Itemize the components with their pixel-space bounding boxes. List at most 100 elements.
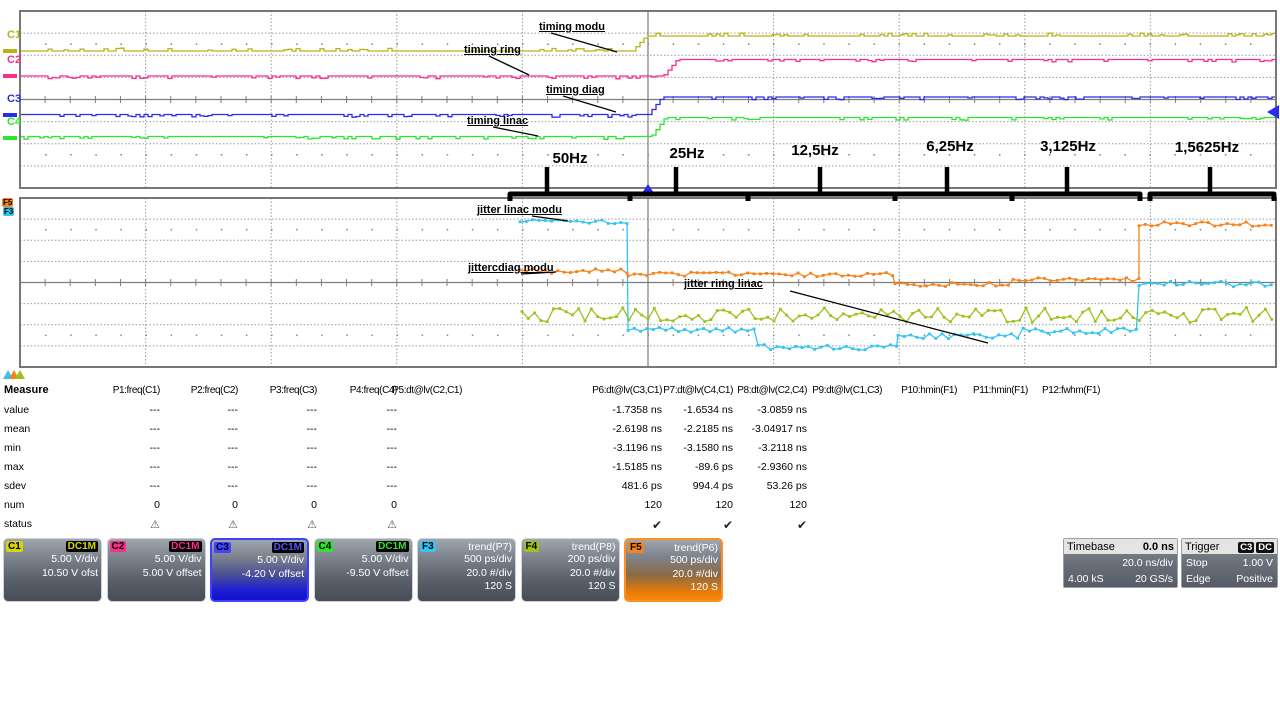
trigger-time-marker[interactable]: [642, 184, 654, 193]
descriptor-line-c1-1: 10.50 V ofst: [41, 566, 98, 579]
measure-header-p5[interactable]: P5:dt@lv(C2,C1): [392, 385, 462, 396]
timebase-scale: 20.0 ns/div: [1122, 557, 1173, 569]
measure-cell-p6-max: -1.5185 ns: [612, 461, 662, 473]
freq-bracket-2: [745, 167, 898, 201]
measure-header-p1[interactable]: P1:freq(C1): [112, 385, 161, 396]
measure-cell-p1-num: 0: [154, 499, 160, 511]
leader-timing-linac: [492, 126, 539, 137]
measure-header-p3[interactable]: P3:freq(C3): [269, 385, 318, 396]
descriptor-line-c2-0: 5.00 V/div: [154, 553, 202, 565]
channel-label-c3[interactable]: C3: [7, 93, 22, 105]
annotation-timing-ring: timing ring: [464, 44, 521, 56]
descriptor-box-f5[interactable]: F5 trend(P6) 500 ps/div 20.0 #/div 120 S: [624, 538, 723, 602]
trace-c1: [21, 32, 1275, 52]
trigger-panel[interactable]: Trigger C3 DC Stop 1.00 V Edge Positive: [1181, 538, 1278, 588]
descriptor-line-f3-1: 20.0 #/div: [466, 566, 512, 579]
descriptor-box-c3[interactable]: C3 DC1M 5.00 V/div -4.20 V offset: [210, 538, 309, 602]
descriptor-line-f3-2: 120 S: [484, 580, 512, 592]
measure-cell-p1-min: ---: [149, 442, 161, 454]
descriptor-line-f5-1: 20.0 #/div: [672, 567, 718, 580]
annotation-timing-diag: timing diag: [546, 84, 605, 96]
annotation-jitter-rimg-linac: jitter rimg linac: [684, 278, 763, 290]
measure-cell-p3-status: ⚠: [177, 518, 317, 531]
coupling-badge-c1: DC1M: [65, 541, 98, 552]
channel-label-c1[interactable]: C1: [7, 29, 22, 41]
trigger-title: Trigger: [1185, 540, 1220, 553]
leader-timing-ring: [488, 55, 530, 76]
descriptor-line-f3-0: 500 ps/div: [464, 553, 512, 565]
descriptor-line-c4-1: -9.50 V offset: [346, 566, 409, 579]
freq-bracket-0: [507, 167, 633, 201]
timebase-title: Timebase: [1067, 540, 1115, 553]
annotation-timing-linac: timing linac: [467, 115, 529, 127]
measure-cell-p3-value: ---: [306, 404, 318, 416]
measure-header-p2[interactable]: P2:freq(C2): [190, 385, 239, 396]
measure-row-label-status: status: [4, 518, 33, 530]
trigger-source-badge: C3: [1238, 541, 1255, 553]
measure-row-label-mean: mean: [4, 423, 31, 435]
trace-c2: [21, 58, 1275, 80]
trigger-mode: Stop: [1186, 557, 1208, 569]
leader-jittercdiag-modu: [520, 271, 557, 275]
measure-cell-p2-value: ---: [227, 404, 239, 416]
leader-jitter-linac-modu: [531, 215, 569, 222]
measure-cell-p2-num: 0: [232, 499, 238, 511]
trigger-level-marker[interactable]: [1267, 105, 1279, 119]
measure-cell-p7-num: 120: [715, 499, 733, 511]
channel-label-c2[interactable]: C2: [7, 54, 22, 66]
measure-cell-p8-mean: -3.04917 ns: [751, 423, 807, 435]
measure-header-p10[interactable]: P10:hmin(F1): [901, 385, 957, 396]
channel-badge-f4: F4: [523, 541, 540, 552]
measure-cell-p6-sdev: 481.6 ps: [621, 480, 662, 492]
measure-row-label-min: min: [4, 442, 21, 454]
measure-header-p11[interactable]: P11:hmin(F1): [972, 385, 1028, 396]
waveform-display: [3, 10, 1279, 379]
trigger-coupling-badge: DC: [1256, 541, 1274, 553]
status-warning-icon: ⚠: [307, 519, 317, 531]
measure-cell-p7-status: ✔: [593, 518, 733, 532]
descriptor-line-c2-1: 5.00 V offset: [142, 566, 202, 579]
measure-header-p7[interactable]: P7:dt@lv(C4,C1): [663, 385, 733, 396]
leader-timing-diag: [562, 95, 617, 113]
measure-header-p4[interactable]: P4:freq(C4): [349, 385, 398, 396]
status-warning-icon: ⚠: [150, 519, 160, 531]
function-title-f3: trend(P7): [468, 540, 512, 553]
measure-cell-p8-min: -3.2118 ns: [758, 442, 807, 454]
measure-header-p8[interactable]: P8:dt@lv(C2,C4): [737, 385, 807, 396]
measure-cell-p2-status: ⚠: [98, 518, 238, 531]
measure-cell-p4-max: ---: [386, 461, 398, 473]
status-ok-icon: ✔: [651, 518, 662, 532]
annotation-jittercdiag-modu: jittercdiag modu: [468, 262, 554, 274]
annotation-jitter-linac-modu: jitter linac modu: [477, 204, 562, 216]
freq-label-6_25Hz: 6,25Hz: [926, 138, 974, 155]
measure-cell-p1-mean: ---: [149, 423, 161, 435]
descriptor-box-c4[interactable]: C4 DC1M 5.00 V/div -9.50 V offset: [313, 538, 413, 602]
measure-cell-p3-sdev: ---: [306, 480, 318, 492]
measure-header-p12[interactable]: P12:fwhm(F1): [1042, 385, 1100, 396]
channel-badge-c3: C3: [214, 542, 231, 553]
measure-cell-p6-min: -3.1196 ns: [613, 442, 662, 454]
trend-chip-f5: F5: [2, 198, 14, 207]
status-ok-icon: ✔: [796, 518, 807, 532]
measure-header-p6[interactable]: P6:dt@lv(C3,C1): [592, 385, 662, 396]
channel-label-c4[interactable]: C4: [7, 116, 22, 128]
trigger-level: 1.00 V: [1242, 557, 1273, 569]
descriptor-line-c4-0: 5.00 V/div: [361, 553, 409, 565]
measure-cell-p3-min: ---: [306, 442, 318, 454]
descriptor-box-c2[interactable]: C2 DC1M 5.00 V/div 5.00 V offset: [106, 538, 206, 602]
measure-cell-p4-num: 0: [391, 499, 397, 511]
channel-badge-f5: F5: [628, 542, 644, 553]
measure-cell-p7-max: -89.6 ps: [695, 461, 733, 473]
descriptor-box-f4[interactable]: F4 trend(P8) 200 ps/div 20.0 #/div 120 S: [520, 538, 620, 602]
freq-label-25Hz: 25Hz: [669, 145, 705, 162]
measure-header-p9[interactable]: P9:dt@lv(C1,C3): [812, 385, 882, 396]
measure-cell-p1-status: ⚠: [20, 518, 160, 531]
descriptor-box-f3[interactable]: F3 trend(P7) 500 ps/div 20.0 #/div 120 S: [417, 538, 516, 602]
descriptor-box-c1[interactable]: C1 DC1M 5.00 V/div 10.50 V ofst: [3, 538, 102, 602]
channel-badge-c4: C4: [316, 541, 334, 552]
timebase-panel[interactable]: Timebase 0.0 ns 20.0 ns/div 4.00 kS 20 G…: [1063, 538, 1178, 588]
measure-cell-p4-min: ---: [386, 442, 398, 454]
trigger-type: Edge: [1186, 573, 1211, 585]
descriptor-line-c3-0: 5.00 V/div: [257, 554, 304, 566]
measure-cell-p4-value: ---: [386, 404, 398, 416]
